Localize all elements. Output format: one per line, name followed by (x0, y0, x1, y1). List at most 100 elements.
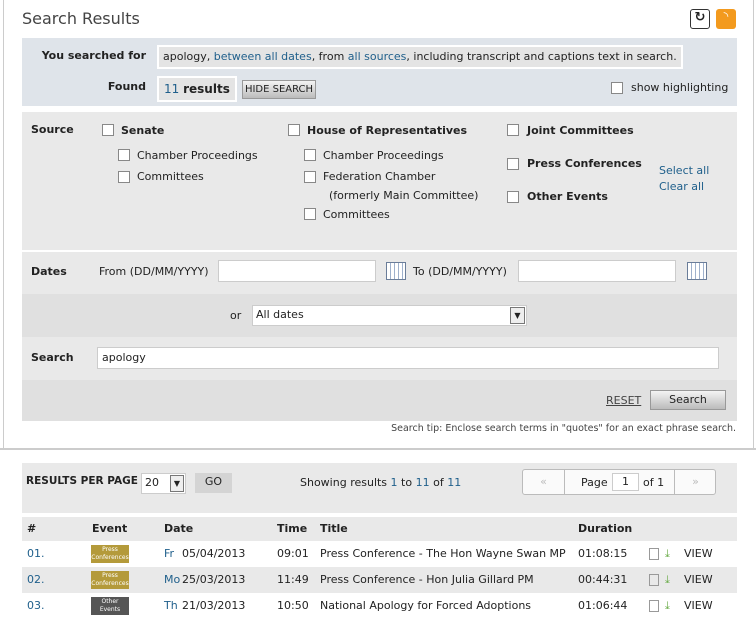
chevron-down-icon[interactable]: ▼ (510, 307, 525, 324)
clear-all-link[interactable]: Clear all (659, 180, 705, 193)
showing-label: Showing results (300, 476, 391, 489)
search-input[interactable]: apology (97, 347, 719, 369)
to-calendar-icon[interactable] (687, 262, 707, 280)
showing-text: Showing results 1 to 11 of 11 (300, 476, 461, 489)
other-checkbox[interactable] (507, 191, 519, 203)
table-row[interactable]: 01. Press Conferences Fr 05/04/2013 09:0… (22, 541, 737, 567)
event-badge: Press Conferences (91, 545, 129, 563)
result-count: 11 results (157, 76, 237, 102)
house-chamber-label: Chamber Proceedings (323, 149, 444, 162)
rest-text: , including transcript and captions text… (406, 50, 677, 63)
page-input[interactable]: 1 (612, 473, 639, 491)
of-pages: of 1 (643, 476, 665, 489)
query-summary: apology, between all dates, from all sou… (157, 45, 683, 69)
col-event: Event (92, 522, 128, 535)
from-date-input[interactable] (218, 260, 376, 282)
first-page-icon[interactable]: « (523, 470, 565, 494)
row-number[interactable]: 03. (27, 599, 45, 612)
row-day: Fr (164, 547, 175, 560)
search-button[interactable]: Search (650, 390, 726, 410)
col-date: Date (164, 522, 194, 535)
senate-committees-label: Committees (137, 170, 204, 183)
transcript-icon[interactable] (649, 548, 659, 560)
sep: , (206, 50, 214, 63)
date-range-select[interactable]: All dates ▼ (252, 305, 527, 326)
select-all-link[interactable]: Select all (659, 164, 710, 177)
row-number[interactable]: 02. (27, 573, 45, 586)
row-title[interactable]: Press Conference - The Hon Wayne Swan MP (320, 547, 566, 560)
download-icon[interactable]: ⤓ (665, 599, 670, 612)
from-calendar-icon[interactable] (386, 262, 406, 280)
search-row: Search apology (22, 337, 737, 380)
col-time: Time (277, 522, 308, 535)
transcript-icon[interactable] (649, 574, 659, 586)
federation-chamber-label: Federation Chamber (323, 170, 436, 183)
to-date-input[interactable] (518, 260, 676, 282)
search-tip: Search tip: Enclose search terms in "quo… (391, 423, 736, 434)
refresh-icon[interactable]: ↻ (690, 9, 710, 29)
row-time: 11:49 (277, 573, 309, 586)
row-time: 10:50 (277, 599, 309, 612)
house-checkbox[interactable] (288, 124, 300, 136)
table-row[interactable]: 03. Other Events Th 21/03/2013 10:50 Nat… (22, 593, 737, 619)
dates-link[interactable]: between all dates (213, 50, 312, 63)
senate-committees-checkbox[interactable] (118, 171, 130, 183)
senate-label: Senate (121, 124, 165, 137)
go-button[interactable]: GO (195, 473, 232, 493)
results-word: results (183, 82, 230, 96)
row-number[interactable]: 01. (27, 547, 45, 560)
show-highlighting-label: show highlighting (631, 81, 729, 94)
query-text: apology (163, 50, 207, 63)
reset-link[interactable]: RESET (606, 394, 642, 407)
source-filter: Source Senate Chamber Proceedings Commit… (22, 112, 737, 250)
federation-chamber-checkbox[interactable] (304, 171, 316, 183)
page-title: Search Results (22, 9, 140, 28)
hide-search-button[interactable]: HIDE SEARCH (242, 80, 316, 99)
chevron-down-icon[interactable]: ▼ (170, 475, 184, 492)
show-highlighting-checkbox[interactable] (611, 82, 623, 94)
of-word: of (429, 476, 448, 489)
house-label: House of Representatives (307, 124, 468, 137)
row-day: Th (164, 599, 178, 612)
last-page-icon[interactable]: » (674, 470, 716, 494)
row-day: Mo (164, 573, 181, 586)
row-date: 21/03/2013 (182, 599, 246, 612)
source-label: Source (31, 123, 74, 136)
row-title[interactable]: National Apology for Forced Adoptions (320, 599, 532, 612)
house-chamber-checkbox[interactable] (304, 149, 316, 161)
sources-link[interactable]: all sources (347, 50, 407, 63)
joint-checkbox[interactable] (507, 124, 519, 136)
press-checkbox[interactable] (507, 158, 519, 170)
search-actions: RESET Search (22, 380, 737, 421)
house-committees-label: Committees (323, 208, 390, 221)
per-page-select[interactable]: 20 ▼ (141, 473, 186, 494)
left-border (0, 0, 4, 450)
senate-checkbox[interactable] (102, 124, 114, 136)
rss-icon[interactable]: ◝ (716, 9, 736, 29)
view-link[interactable]: VIEW (684, 599, 713, 612)
row-title[interactable]: Press Conference - Hon Julia Gillard PM (320, 573, 534, 586)
col-duration: Duration (578, 522, 633, 535)
row-time: 09:01 (277, 547, 309, 560)
searched-label: You searched for (41, 49, 146, 62)
download-icon[interactable]: ⤓ (665, 547, 670, 560)
download-icon[interactable]: ⤓ (665, 573, 670, 586)
per-page-value: 20 (145, 476, 159, 489)
row-date: 05/04/2013 (182, 547, 246, 560)
col-num: # (27, 522, 37, 535)
from-num: 1 (390, 476, 398, 489)
view-link[interactable]: VIEW (684, 573, 713, 586)
date-range: or All dates ▼ (22, 294, 737, 337)
view-link[interactable]: VIEW (684, 547, 713, 560)
senate-chamber-checkbox[interactable] (118, 149, 130, 161)
found-label: Found (107, 80, 146, 93)
row-date: 25/03/2013 (182, 573, 246, 586)
table-row[interactable]: 02. Press Conferences Mo 25/03/2013 11:4… (22, 567, 737, 593)
transcript-icon[interactable] (649, 600, 659, 612)
to-num: 11 (415, 476, 430, 489)
event-badge: Press Conferences (91, 571, 129, 589)
divider (0, 448, 756, 450)
per-page-label: RESULTS PER PAGE (26, 475, 138, 487)
house-committees-checkbox[interactable] (304, 208, 316, 220)
row-duration: 00:44:31 (578, 573, 628, 586)
